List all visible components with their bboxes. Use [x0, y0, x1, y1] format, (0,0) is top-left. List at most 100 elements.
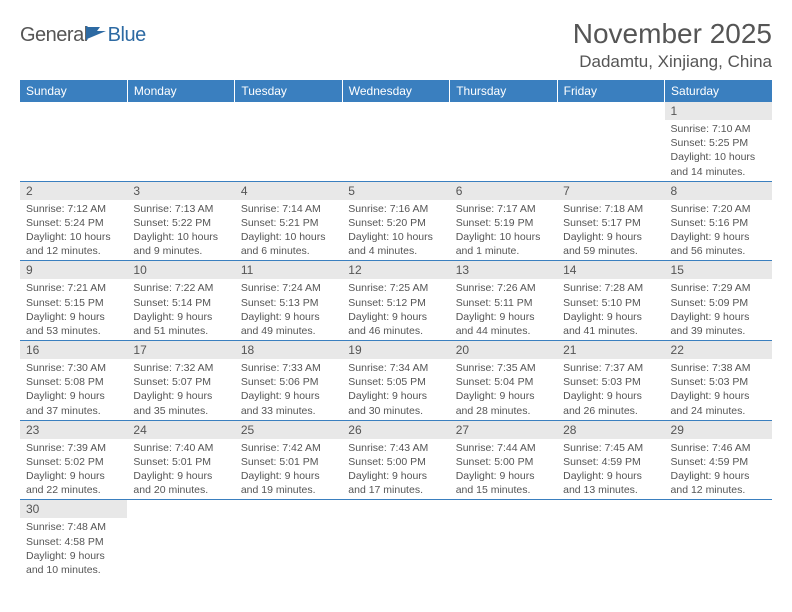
calendar-cell [127, 500, 234, 579]
calendar-page: General Blue November 2025 Dadamtu, Xinji… [0, 0, 792, 589]
day-number: 8 [665, 182, 772, 200]
day-number: 21 [557, 341, 664, 359]
day-info: Sunrise: 7:38 AMSunset: 5:03 PMDaylight:… [665, 359, 772, 420]
logo: General Blue [20, 18, 146, 47]
calendar-cell: 19Sunrise: 7:34 AMSunset: 5:05 PMDayligh… [342, 341, 449, 421]
calendar-cell: 28Sunrise: 7:45 AMSunset: 4:59 PMDayligh… [557, 420, 664, 500]
day-info: Sunrise: 7:14 AMSunset: 5:21 PMDaylight:… [235, 200, 342, 261]
day-info: Sunrise: 7:24 AMSunset: 5:13 PMDaylight:… [235, 279, 342, 340]
calendar-cell: 25Sunrise: 7:42 AMSunset: 5:01 PMDayligh… [235, 420, 342, 500]
calendar-cell: 18Sunrise: 7:33 AMSunset: 5:06 PMDayligh… [235, 341, 342, 421]
calendar-cell [235, 102, 342, 181]
header: General Blue November 2025 Dadamtu, Xinji… [20, 18, 772, 72]
calendar-week-row: 9Sunrise: 7:21 AMSunset: 5:15 PMDaylight… [20, 261, 772, 341]
calendar-cell: 14Sunrise: 7:28 AMSunset: 5:10 PMDayligh… [557, 261, 664, 341]
day-number: 28 [557, 421, 664, 439]
calendar-cell: 24Sunrise: 7:40 AMSunset: 5:01 PMDayligh… [127, 420, 234, 500]
day-number: 6 [450, 182, 557, 200]
day-number: 2 [20, 182, 127, 200]
day-number: 9 [20, 261, 127, 279]
day-number: 29 [665, 421, 772, 439]
calendar-week-row: 23Sunrise: 7:39 AMSunset: 5:02 PMDayligh… [20, 420, 772, 500]
day-number: 22 [665, 341, 772, 359]
day-info: Sunrise: 7:12 AMSunset: 5:24 PMDaylight:… [20, 200, 127, 261]
calendar-cell [20, 102, 127, 181]
day-info: Sunrise: 7:32 AMSunset: 5:07 PMDaylight:… [127, 359, 234, 420]
calendar-week-row: 1Sunrise: 7:10 AMSunset: 5:25 PMDaylight… [20, 102, 772, 181]
day-number: 19 [342, 341, 449, 359]
calendar-cell: 6Sunrise: 7:17 AMSunset: 5:19 PMDaylight… [450, 181, 557, 261]
day-number: 14 [557, 261, 664, 279]
weekday-header: Sunday [20, 80, 127, 102]
calendar-cell [342, 102, 449, 181]
day-number: 16 [20, 341, 127, 359]
logo-word-blue: Blue [108, 24, 146, 46]
calendar-cell: 2Sunrise: 7:12 AMSunset: 5:24 PMDaylight… [20, 181, 127, 261]
calendar-cell: 13Sunrise: 7:26 AMSunset: 5:11 PMDayligh… [450, 261, 557, 341]
day-info: Sunrise: 7:29 AMSunset: 5:09 PMDaylight:… [665, 279, 772, 340]
day-number: 20 [450, 341, 557, 359]
calendar-cell: 11Sunrise: 7:24 AMSunset: 5:13 PMDayligh… [235, 261, 342, 341]
day-info: Sunrise: 7:20 AMSunset: 5:16 PMDaylight:… [665, 200, 772, 261]
weekday-header: Tuesday [235, 80, 342, 102]
calendar-week-row: 16Sunrise: 7:30 AMSunset: 5:08 PMDayligh… [20, 341, 772, 421]
calendar-week-row: 30Sunrise: 7:48 AMSunset: 4:58 PMDayligh… [20, 500, 772, 579]
calendar-cell [342, 500, 449, 579]
day-info: Sunrise: 7:17 AMSunset: 5:19 PMDaylight:… [450, 200, 557, 261]
month-title: November 2025 [573, 18, 772, 50]
weekday-header: Friday [557, 80, 664, 102]
weekday-header: Monday [127, 80, 234, 102]
day-info: Sunrise: 7:18 AMSunset: 5:17 PMDaylight:… [557, 200, 664, 261]
day-number: 26 [342, 421, 449, 439]
day-number: 23 [20, 421, 127, 439]
day-number: 18 [235, 341, 342, 359]
calendar-cell: 10Sunrise: 7:22 AMSunset: 5:14 PMDayligh… [127, 261, 234, 341]
calendar-cell [127, 102, 234, 181]
day-number: 17 [127, 341, 234, 359]
calendar-cell [235, 500, 342, 579]
day-number: 3 [127, 182, 234, 200]
flag-icon [86, 24, 108, 47]
calendar-cell: 17Sunrise: 7:32 AMSunset: 5:07 PMDayligh… [127, 341, 234, 421]
day-info: Sunrise: 7:42 AMSunset: 5:01 PMDaylight:… [235, 439, 342, 500]
calendar-body: 1Sunrise: 7:10 AMSunset: 5:25 PMDaylight… [20, 102, 772, 579]
calendar-cell: 3Sunrise: 7:13 AMSunset: 5:22 PMDaylight… [127, 181, 234, 261]
day-info: Sunrise: 7:40 AMSunset: 5:01 PMDaylight:… [127, 439, 234, 500]
day-info: Sunrise: 7:37 AMSunset: 5:03 PMDaylight:… [557, 359, 664, 420]
day-info: Sunrise: 7:28 AMSunset: 5:10 PMDaylight:… [557, 279, 664, 340]
calendar-cell [450, 500, 557, 579]
calendar-cell: 21Sunrise: 7:37 AMSunset: 5:03 PMDayligh… [557, 341, 664, 421]
day-info: Sunrise: 7:46 AMSunset: 4:59 PMDaylight:… [665, 439, 772, 500]
day-info: Sunrise: 7:13 AMSunset: 5:22 PMDaylight:… [127, 200, 234, 261]
day-info: Sunrise: 7:34 AMSunset: 5:05 PMDaylight:… [342, 359, 449, 420]
day-info: Sunrise: 7:43 AMSunset: 5:00 PMDaylight:… [342, 439, 449, 500]
logo-word-general: General [20, 24, 88, 46]
calendar-table: SundayMondayTuesdayWednesdayThursdayFrid… [20, 80, 772, 579]
calendar-cell: 29Sunrise: 7:46 AMSunset: 4:59 PMDayligh… [665, 420, 772, 500]
day-info: Sunrise: 7:35 AMSunset: 5:04 PMDaylight:… [450, 359, 557, 420]
day-info: Sunrise: 7:26 AMSunset: 5:11 PMDaylight:… [450, 279, 557, 340]
day-info: Sunrise: 7:33 AMSunset: 5:06 PMDaylight:… [235, 359, 342, 420]
day-info: Sunrise: 7:16 AMSunset: 5:20 PMDaylight:… [342, 200, 449, 261]
day-info: Sunrise: 7:10 AMSunset: 5:25 PMDaylight:… [665, 120, 772, 181]
title-block: November 2025 Dadamtu, Xinjiang, China [573, 18, 772, 72]
day-info: Sunrise: 7:45 AMSunset: 4:59 PMDaylight:… [557, 439, 664, 500]
day-number: 11 [235, 261, 342, 279]
day-number: 25 [235, 421, 342, 439]
calendar-cell: 20Sunrise: 7:35 AMSunset: 5:04 PMDayligh… [450, 341, 557, 421]
day-info: Sunrise: 7:21 AMSunset: 5:15 PMDaylight:… [20, 279, 127, 340]
day-number: 1 [665, 102, 772, 120]
day-info: Sunrise: 7:39 AMSunset: 5:02 PMDaylight:… [20, 439, 127, 500]
calendar-cell: 30Sunrise: 7:48 AMSunset: 4:58 PMDayligh… [20, 500, 127, 579]
calendar-cell: 22Sunrise: 7:38 AMSunset: 5:03 PMDayligh… [665, 341, 772, 421]
calendar-cell [557, 500, 664, 579]
day-info: Sunrise: 7:25 AMSunset: 5:12 PMDaylight:… [342, 279, 449, 340]
day-info: Sunrise: 7:30 AMSunset: 5:08 PMDaylight:… [20, 359, 127, 420]
calendar-cell: 8Sunrise: 7:20 AMSunset: 5:16 PMDaylight… [665, 181, 772, 261]
weekday-header: Saturday [665, 80, 772, 102]
calendar-cell: 23Sunrise: 7:39 AMSunset: 5:02 PMDayligh… [20, 420, 127, 500]
calendar-cell: 15Sunrise: 7:29 AMSunset: 5:09 PMDayligh… [665, 261, 772, 341]
calendar-cell: 7Sunrise: 7:18 AMSunset: 5:17 PMDaylight… [557, 181, 664, 261]
location: Dadamtu, Xinjiang, China [573, 52, 772, 72]
calendar-cell: 27Sunrise: 7:44 AMSunset: 5:00 PMDayligh… [450, 420, 557, 500]
